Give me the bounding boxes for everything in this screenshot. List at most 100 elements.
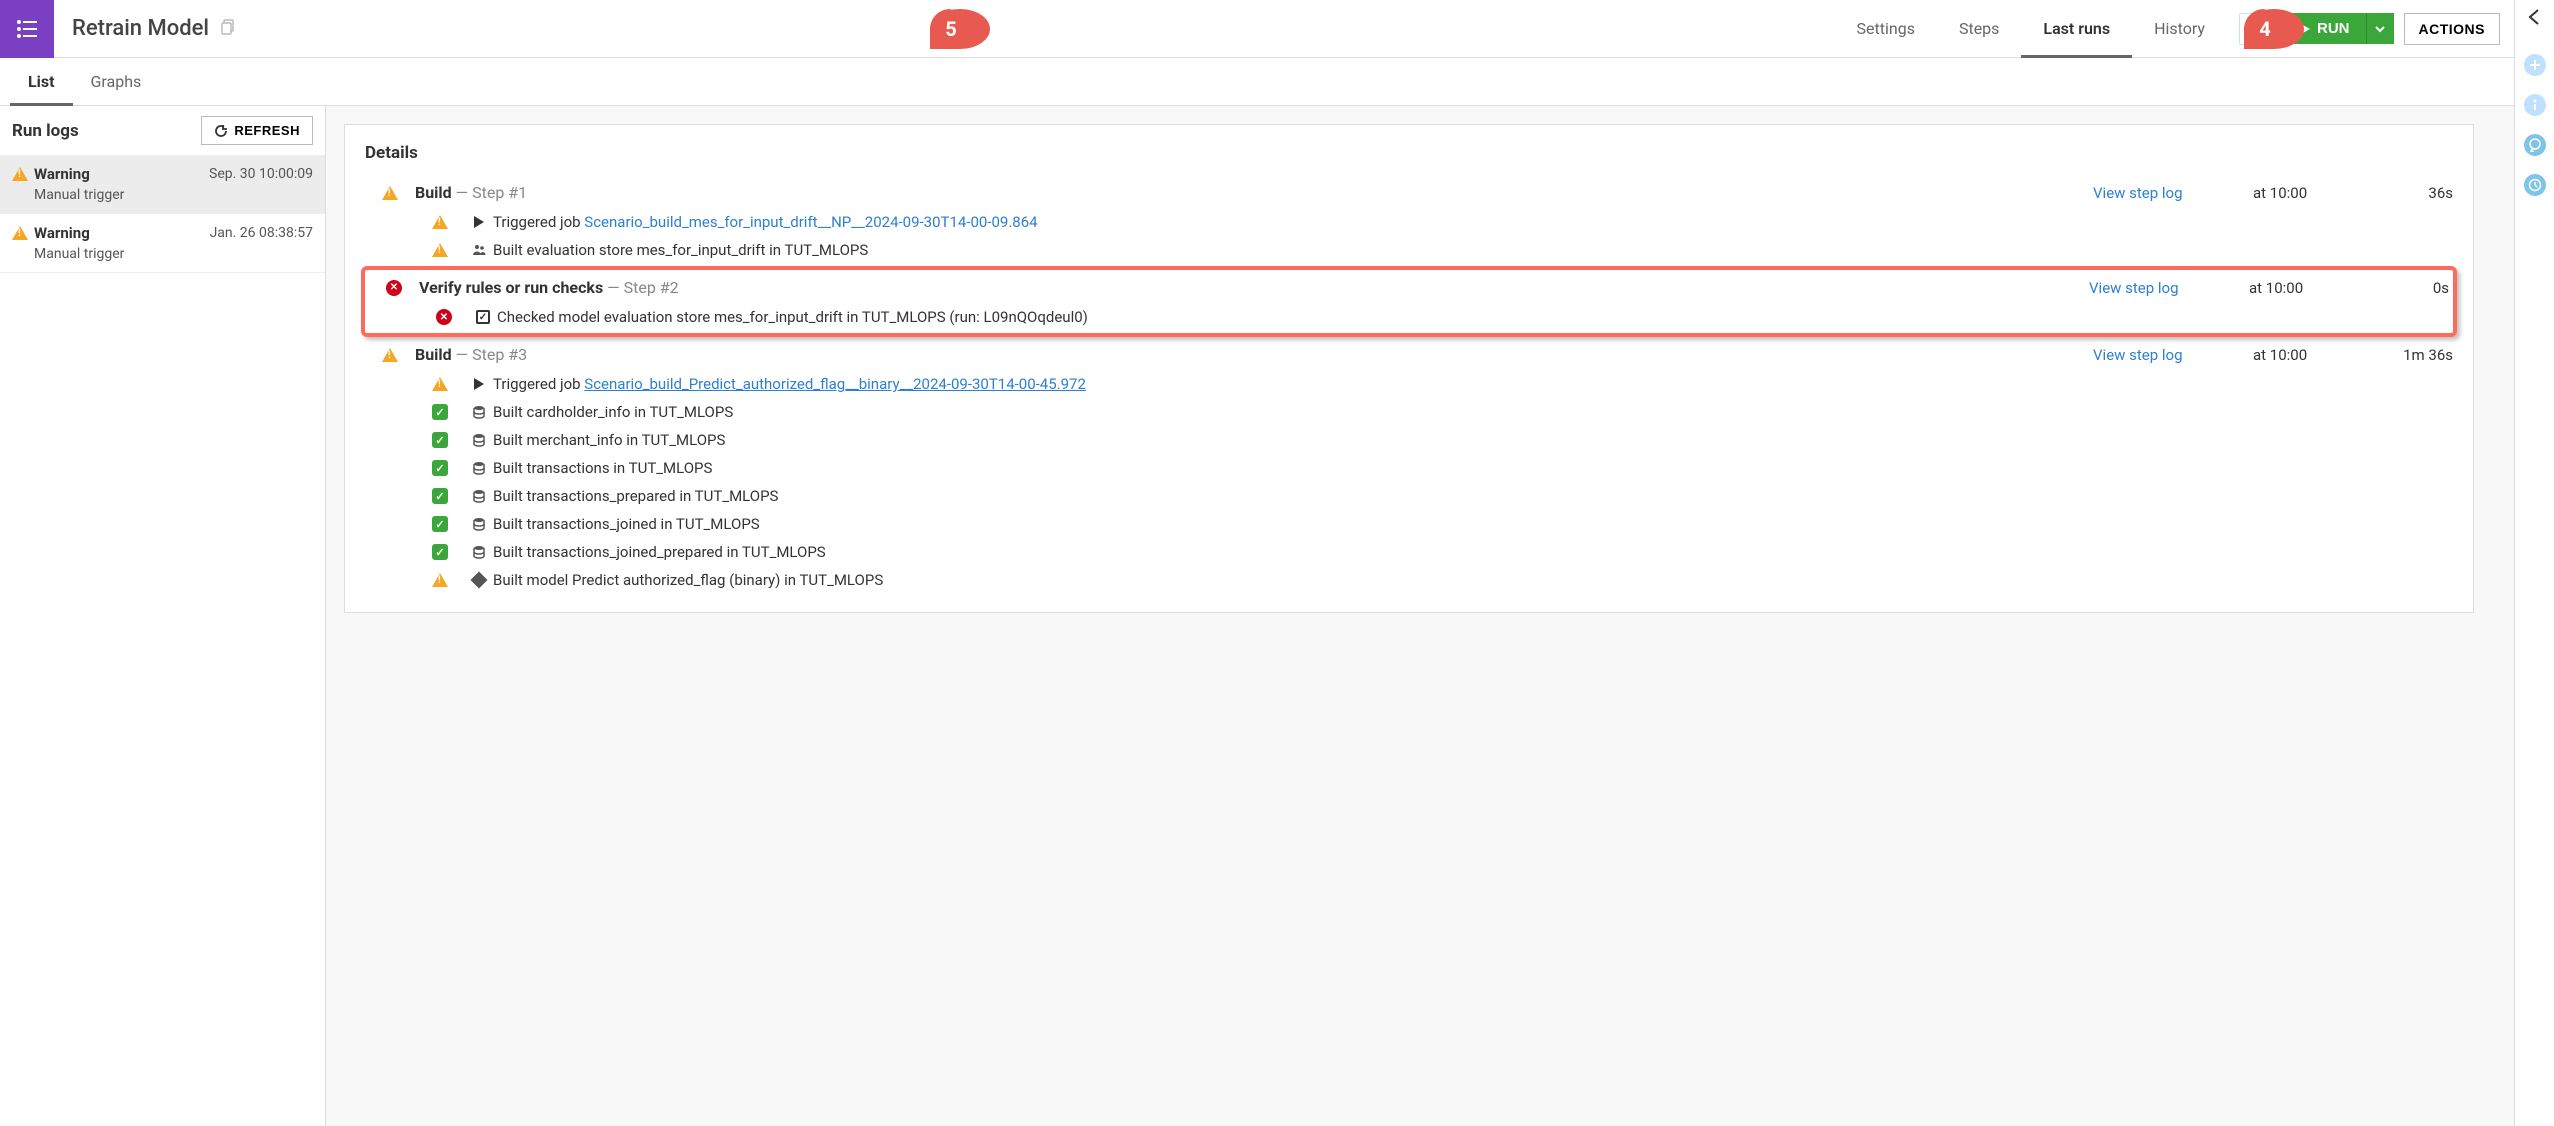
play-small-icon <box>474 216 484 228</box>
success-icon: ✓ <box>432 544 448 560</box>
diamond-icon <box>471 572 488 589</box>
step-sub-row: Built model Predict authorized_flag (bin… <box>365 566 2453 594</box>
page-title: Retrain Model <box>72 16 209 41</box>
run-log-item[interactable]: Warning Jan. 26 08:38:57 Manual trigger <box>0 214 325 273</box>
step-sub-row: ✓ Built transactions_joined in TUT_MLOPS <box>365 510 2453 538</box>
success-icon: ✓ <box>432 488 448 504</box>
nav-history[interactable]: History <box>2132 0 2227 57</box>
sub-tabs: List Graphs <box>0 58 2514 106</box>
database-icon <box>472 405 486 419</box>
warning-icon <box>432 215 448 229</box>
people-icon <box>472 243 486 257</box>
sub-row-text: Built merchant_info in TUT_MLOPS <box>493 431 725 449</box>
step-number: Step #3 <box>472 345 527 364</box>
view-step-log-link[interactable]: View step log <box>2089 279 2179 297</box>
info-icon[interactable] <box>2524 94 2546 116</box>
run-button-label: RUN <box>2317 20 2350 37</box>
warning-icon <box>12 226 28 240</box>
sub-row-text: Built transactions_joined_prepared in TU… <box>493 543 826 561</box>
refresh-button[interactable]: REFRESH <box>201 116 313 145</box>
database-icon <box>472 489 486 503</box>
sub-row-text: Triggered job Scenario_build_Predict_aut… <box>493 375 1086 393</box>
sub-row-text: Built evaluation store mes_for_input_dri… <box>493 241 868 259</box>
sub-row-text: Built transactions_joined in TUT_MLOPS <box>493 515 760 533</box>
sub-row-text: Built cardholder_info in TUT_MLOPS <box>493 403 733 421</box>
warning-icon <box>432 243 448 257</box>
copy-icon[interactable] <box>221 19 237 39</box>
chevron-down-icon <box>2375 24 2385 34</box>
step-duration: 1m 36s <box>2373 346 2453 364</box>
back-arrow-icon[interactable] <box>2526 8 2544 26</box>
step-block: ✕ Verify rules or run checks — Step #2 V… <box>361 266 2457 337</box>
run-logs-title: Run logs <box>12 121 79 141</box>
step-time: at 10:00 <box>2253 184 2373 202</box>
add-icon[interactable] <box>2524 54 2546 76</box>
step-sub-row: Built evaluation store mes_for_input_dri… <box>365 236 2453 264</box>
view-step-log-link[interactable]: View step log <box>2093 346 2183 364</box>
run-button-group: RUN <box>2283 13 2394 44</box>
success-icon: ✓ <box>432 516 448 532</box>
top-header: Retrain Model Settings Steps Last runs H… <box>0 0 2514 58</box>
nav-last-runs[interactable]: Last runs <box>2021 0 2132 57</box>
run-button[interactable]: RUN <box>2283 13 2366 44</box>
step-header-row: ✕ Verify rules or run checks — Step #2 V… <box>369 272 2449 303</box>
tab-list[interactable]: List <box>10 58 73 105</box>
database-icon <box>472 461 486 475</box>
view-step-log-link[interactable]: View step log <box>2093 184 2183 202</box>
callout-5: 5 <box>930 9 990 49</box>
run-log-status: Warning <box>34 224 90 242</box>
step-number: Step #1 <box>472 183 527 202</box>
run-log-time: Sep. 30 10:00:09 <box>209 166 313 182</box>
step-sub-row: ✓ Built transactions in TUT_MLOPS <box>365 454 2453 482</box>
run-log-item[interactable]: Warning Sep. 30 10:00:09 Manual trigger <box>0 155 325 214</box>
success-icon: ✓ <box>432 432 448 448</box>
step-header-row: Build — Step #1 View step log at 10:00 3… <box>365 177 2453 208</box>
hamburger-menu[interactable] <box>0 0 54 58</box>
error-icon: ✕ <box>386 280 402 296</box>
job-link[interactable]: Scenario_build_mes_for_input_drift__NP__… <box>584 213 1037 231</box>
actions-button[interactable]: ACTIONS <box>2404 13 2501 45</box>
chat-icon[interactable] <box>2524 134 2546 156</box>
save-button[interactable] <box>2239 13 2271 45</box>
clock-icon[interactable] <box>2524 174 2546 196</box>
nav-settings[interactable]: Settings <box>1835 0 1937 57</box>
play-small-icon <box>474 378 484 390</box>
run-log-status: Warning <box>34 165 90 183</box>
nav-steps[interactable]: Steps <box>1937 0 2021 57</box>
tab-graphs[interactable]: Graphs <box>73 58 160 105</box>
success-icon: ✓ <box>432 404 448 420</box>
step-block: Build — Step #1 View step log at 10:00 3… <box>365 177 2453 264</box>
sub-row-text: Checked model evaluation store mes_for_i… <box>497 308 1088 326</box>
run-log-sub: Manual trigger <box>34 246 313 262</box>
error-icon: ✕ <box>436 309 452 325</box>
sub-row-text: Triggered job Scenario_build_mes_for_inp… <box>493 213 1038 231</box>
step-time: at 10:00 <box>2253 346 2373 364</box>
details-heading: Details <box>365 143 2453 163</box>
steps-container: Build — Step #1 View step log at 10:00 3… <box>365 177 2453 594</box>
step-header-row: Build — Step #3 View step log at 10:00 1… <box>365 339 2453 370</box>
success-icon: ✓ <box>432 460 448 476</box>
job-link[interactable]: Scenario_build_Predict_authorized_flag__… <box>584 375 1086 393</box>
warning-icon <box>382 186 398 200</box>
right-rail <box>2514 0 2554 1126</box>
list-icon <box>15 17 39 41</box>
save-icon <box>2247 21 2263 37</box>
step-duration: 36s <box>2373 184 2453 202</box>
sub-row-text: Built model Predict authorized_flag (bin… <box>493 571 883 589</box>
warning-icon <box>432 573 448 587</box>
step-name: Build <box>415 183 452 202</box>
sub-row-text: Built transactions_prepared in TUT_MLOPS <box>493 487 778 505</box>
step-sub-row: ✓ Built transactions_joined_prepared in … <box>365 538 2453 566</box>
step-block: Build — Step #3 View step log at 10:00 1… <box>365 339 2453 594</box>
sub-row-text: Built transactions in TUT_MLOPS <box>493 459 712 477</box>
step-sub-row: ✓ Built transactions_prepared in TUT_MLO… <box>365 482 2453 510</box>
database-icon <box>472 517 486 531</box>
checkbox-icon: ✓ <box>476 310 490 324</box>
run-logs-sidebar: Run logs REFRESH Warning Sep. 30 10:00:0… <box>0 106 326 1126</box>
run-log-sub: Manual trigger <box>34 187 313 203</box>
step-sub-row: ✓ Built cardholder_info in TUT_MLOPS <box>365 398 2453 426</box>
step-name: Build <box>415 345 452 364</box>
warning-icon <box>382 348 398 362</box>
run-dropdown[interactable] <box>2366 13 2394 44</box>
warning-icon <box>432 377 448 391</box>
